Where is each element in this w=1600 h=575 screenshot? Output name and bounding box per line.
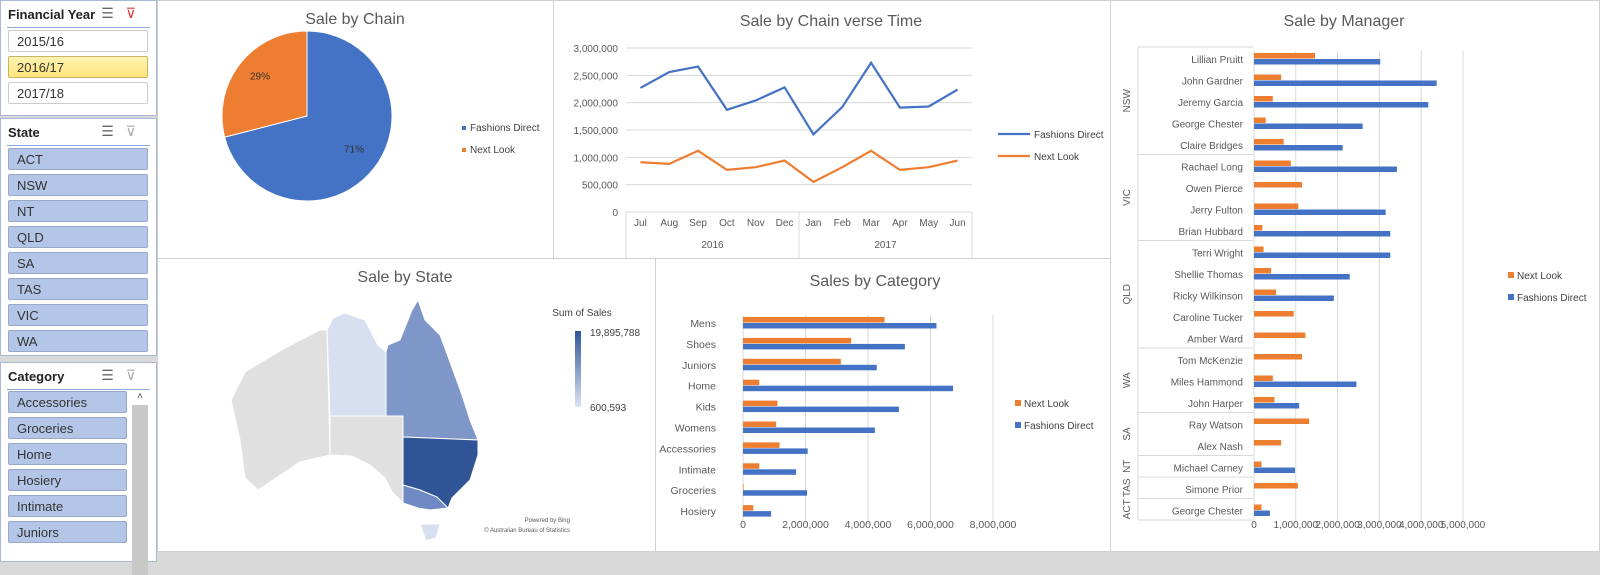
slicer-item-tas[interactable]: TAS (8, 278, 148, 300)
slicer-item-wa[interactable]: WA (8, 330, 148, 352)
scroll-up-icon[interactable]: ˄ (132, 391, 148, 405)
pie-chart-panel (157, 0, 554, 259)
map-chart-panel (157, 258, 656, 552)
slicer-item-2016-17[interactable]: 2016/17 (8, 56, 148, 78)
clear-filter-icon[interactable]: ⊽ (125, 123, 148, 139)
slicer-title: Financial Year (8, 7, 96, 22)
clear-filter-icon[interactable]: ⊽ (125, 5, 148, 21)
slicer-item-accessories[interactable]: Accessories (8, 391, 127, 413)
slicer-financial-year: Financial Year ☰⊽ 2015/16 2016/17 2017/18 (0, 0, 157, 116)
line-chart-panel (553, 0, 1111, 259)
slicer-title: State (8, 125, 40, 140)
manager-chart-panel (1110, 0, 1600, 552)
category-chart-panel (655, 258, 1111, 552)
multi-select-icon[interactable]: ☰ (101, 367, 126, 383)
multi-select-icon[interactable]: ☰ (101, 123, 126, 139)
slicer-item-act[interactable]: ACT (8, 148, 148, 170)
slicer-item-nt[interactable]: NT (8, 200, 148, 222)
slicer-category: Category ☰⊽ Accessories Groceries Home Hosi… (0, 362, 157, 575)
slicer-item-intimate[interactable]: Intimate (8, 495, 127, 517)
multi-select-icon[interactable]: ☰ (101, 5, 126, 21)
slicer-item-2015-16[interactable]: 2015/16 (8, 30, 148, 52)
clear-filter-icon[interactable]: ⊽ (125, 367, 148, 383)
slicer-item-qld[interactable]: QLD (8, 226, 148, 248)
slicer-title: Category (8, 369, 65, 384)
slicer-state: State ☰⊽ ACT NSW NT QLD SA TAS VIC WA (0, 118, 157, 356)
scrollbar[interactable]: ˄ (132, 391, 148, 575)
slicer-item-groceries[interactable]: Groceries (8, 417, 127, 439)
slicer-item-juniors[interactable]: Juniors (8, 521, 127, 543)
slicer-item-2017-18[interactable]: 2017/18 (8, 82, 148, 104)
slicer-item-nsw[interactable]: NSW (8, 174, 148, 196)
slicer-item-vic[interactable]: VIC (8, 304, 148, 326)
slicer-item-sa[interactable]: SA (8, 252, 148, 274)
slicer-item-hosiery[interactable]: Hosiery (8, 469, 127, 491)
slicer-item-home[interactable]: Home (8, 443, 127, 465)
